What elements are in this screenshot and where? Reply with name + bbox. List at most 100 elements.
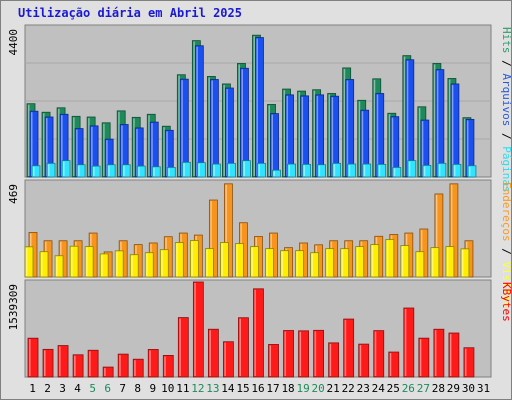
bar-traffic-hits-30-highlight	[463, 118, 466, 176]
bar-visitors-visitas-23-highlight	[356, 247, 359, 276]
bar-visitors-visitas-26	[400, 245, 410, 278]
bar-visitors-visitas-13	[204, 248, 214, 278]
bar-kbytes-kbytes-5-highlight	[89, 351, 91, 376]
bar-visitors-visitas-22-highlight	[341, 249, 344, 276]
bar-kbytes-kbytes-29-highlight	[449, 334, 452, 376]
x-tick-label-25: 25	[387, 382, 400, 395]
bar-visitors-visitas-14-highlight	[221, 243, 223, 276]
bar-visitors-visitas-24	[370, 244, 380, 278]
bar-visitors-visitas-5	[84, 246, 94, 278]
bar-traffic-arquivos-23-highlight	[361, 111, 364, 176]
bar-kbytes-kbytes-18-highlight	[284, 331, 287, 376]
bar-kbytes-kbytes-20-highlight	[314, 331, 317, 376]
bar-traffic-páginas-24	[377, 163, 387, 178]
x-tick-label-28: 28	[432, 382, 445, 395]
bar-traffic-arquivos-11-highlight	[181, 80, 183, 176]
bar-kbytes-kbytes-21-highlight	[329, 343, 332, 376]
bar-visitors-visitas-12-highlight	[191, 241, 193, 276]
bar-traffic-arquivos-10-highlight	[166, 131, 168, 176]
y-max-label-kbytes: 1539309	[7, 284, 20, 330]
x-tick-label-15: 15	[236, 382, 249, 395]
bar-visitors-visitas-7-highlight	[116, 251, 118, 276]
bar-traffic-hits-22-highlight	[343, 68, 346, 176]
bar-visitors-visitas-15-highlight	[236, 244, 238, 276]
bar-kbytes-kbytes-22-highlight	[344, 320, 347, 376]
bar-kbytes-kbytes-15-highlight	[239, 318, 241, 376]
bar-kbytes-kbytes-11	[177, 317, 189, 378]
bar-traffic-páginas-12-highlight	[198, 163, 200, 176]
bar-visitors-visitas-6	[99, 253, 109, 278]
bar-traffic-páginas-29	[452, 163, 462, 178]
bar-kbytes-kbytes-14-highlight	[224, 342, 226, 376]
bar-kbytes-kbytes-28-highlight	[434, 330, 437, 376]
bar-traffic-páginas-7-highlight	[123, 165, 125, 176]
bar-traffic-páginas-19	[302, 163, 311, 178]
bar-visitors-visitas-4	[69, 245, 79, 278]
bar-visitors-visitas-30	[460, 248, 470, 278]
bar-traffic-arquivos-19-highlight	[301, 96, 304, 176]
bar-traffic-páginas-26	[407, 160, 417, 178]
bar-traffic-hits-15-highlight	[238, 64, 240, 176]
bar-kbytes-kbytes-24	[373, 330, 385, 378]
bar-traffic-páginas-25-highlight	[393, 168, 396, 176]
bar-traffic-páginas-2	[46, 162, 56, 178]
bar-visitors-visitas-16-highlight	[251, 247, 253, 276]
bar-visitors-visitas-18-highlight	[281, 251, 284, 276]
bar-kbytes-kbytes-30	[463, 347, 475, 378]
bar-kbytes-kbytes-22	[343, 318, 355, 378]
bar-visitors-visitas-10-highlight	[161, 250, 163, 276]
bar-visitors-visitas-21	[325, 248, 335, 278]
x-tick-label-31: 31	[477, 382, 490, 395]
bar-traffic-hits-7-highlight	[118, 111, 120, 176]
bar-traffic-páginas-14	[227, 162, 236, 178]
bar-visitors-visitas-1-highlight	[26, 247, 28, 276]
x-tick-label-20: 20	[312, 382, 325, 395]
bar-visitors-visitas-28-highlight	[431, 248, 434, 276]
bar-traffic-páginas-1	[31, 165, 41, 178]
legend-entry-visitas: Visitas	[500, 261, 512, 307]
bar-visitors-endereços-13-highlight	[210, 201, 212, 276]
bar-visitors-visitas-23	[355, 246, 365, 278]
bar-traffic-páginas-14-highlight	[228, 164, 230, 176]
bar-traffic-páginas-23	[362, 163, 372, 178]
x-tick-label-8: 8	[134, 382, 141, 395]
bar-traffic-páginas-26-highlight	[408, 161, 411, 176]
bar-visitors-visitas-15	[235, 243, 244, 278]
bar-kbytes-kbytes-29	[448, 332, 460, 378]
bar-kbytes-kbytes-4	[72, 354, 84, 378]
bar-traffic-arquivos-13-highlight	[211, 80, 213, 176]
bar-traffic-arquivos-27-highlight	[421, 121, 424, 176]
bar-kbytes-kbytes-7-highlight	[119, 355, 121, 376]
bar-kbytes-kbytes-25-highlight	[389, 353, 392, 376]
x-tick-label-11: 11	[176, 382, 189, 395]
bar-traffic-arquivos-2-highlight	[46, 118, 48, 176]
bar-kbytes-kbytes-27	[418, 337, 430, 378]
bar-traffic-páginas-15	[242, 160, 251, 178]
x-tick-label-19: 19	[296, 382, 309, 395]
bar-traffic-arquivos-15-highlight	[241, 69, 243, 176]
bar-kbytes-kbytes-26	[403, 307, 415, 378]
x-tick-label-7: 7	[119, 382, 126, 395]
legend-separator: /	[500, 126, 512, 146]
bar-traffic-páginas-21	[332, 162, 342, 178]
bar-traffic-páginas-3	[61, 160, 71, 178]
bar-traffic-páginas-9	[151, 166, 161, 178]
bar-traffic-páginas-27-highlight	[423, 166, 426, 176]
bar-traffic-hits-8-highlight	[133, 118, 135, 176]
x-tick-label-27: 27	[417, 382, 430, 395]
bar-visitors-endereços-14-highlight	[225, 184, 227, 276]
bar-visitors-visitas-1	[24, 246, 34, 278]
bar-traffic-hits-6-highlight	[103, 123, 105, 176]
bar-traffic-arquivos-30-highlight	[466, 120, 469, 176]
bar-traffic-arquivos-29-highlight	[451, 84, 454, 176]
x-tick-label-22: 22	[342, 382, 355, 395]
bar-traffic-páginas-24-highlight	[378, 165, 381, 176]
x-tick-label-13: 13	[206, 382, 219, 395]
bar-kbytes-kbytes-21	[328, 342, 340, 378]
bar-visitors-visitas-29-highlight	[446, 247, 449, 276]
bar-traffic-hits-27-highlight	[418, 107, 421, 176]
bar-visitors-visitas-9-highlight	[146, 253, 148, 276]
bar-kbytes-kbytes-12	[192, 281, 204, 378]
bar-traffic-hits-26-highlight	[403, 56, 406, 176]
bar-traffic-páginas-18	[287, 163, 296, 178]
